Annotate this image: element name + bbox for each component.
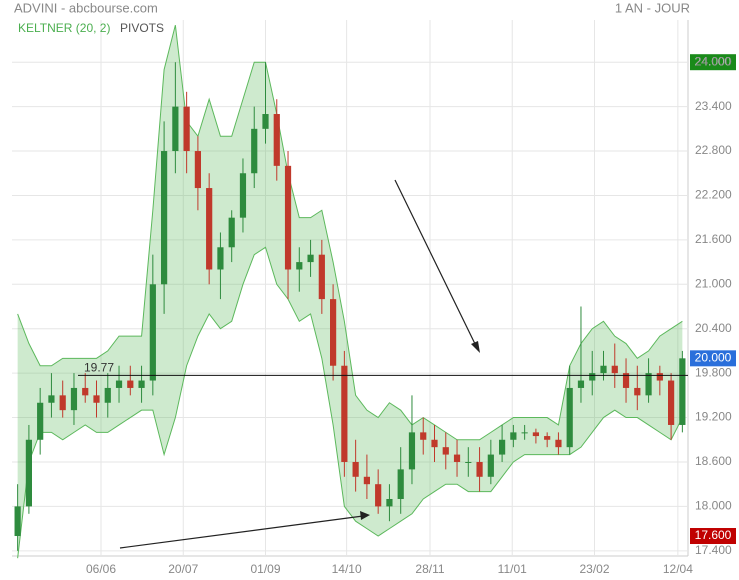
candle-body (431, 439, 438, 448)
candle-body (138, 380, 145, 388)
candle-body (510, 432, 517, 440)
candle-body (228, 217, 235, 248)
candle-body (318, 254, 325, 300)
candle-body (115, 380, 123, 388)
candle-body (262, 114, 269, 129)
candle-body (206, 188, 213, 270)
candle-body (104, 387, 111, 403)
candle-body (25, 439, 32, 507)
candle-body (442, 447, 449, 455)
candle-body (183, 106, 190, 152)
annotation-arrow (394, 179, 479, 351)
candle-body (453, 454, 461, 462)
price-label: 17.600 (695, 528, 732, 542)
annotation-arrow (119, 515, 364, 549)
candle-body (172, 106, 179, 152)
y-tick-label: 20.400 (695, 321, 732, 335)
price-label-box (690, 528, 736, 545)
arrow-head (360, 511, 370, 520)
price-label: 24.000 (695, 54, 732, 68)
y-tick-label: 17.400 (695, 543, 732, 557)
candle-body (397, 469, 404, 499)
candle-body (70, 387, 78, 411)
candle-body (352, 461, 359, 477)
y-tick-label: 18.000 (695, 499, 732, 513)
candle-body (307, 254, 314, 263)
candle-body (93, 395, 100, 403)
candle-body (487, 454, 494, 477)
candle-body (375, 484, 382, 507)
candle-body (217, 247, 224, 270)
candle-body (48, 395, 55, 403)
candle-body (465, 461, 472, 463)
candle-body (611, 365, 618, 374)
x-tick-label: 01/09 (250, 562, 280, 576)
candle-body (14, 506, 21, 537)
y-tick-label: 22.800 (695, 143, 732, 157)
candle-body (194, 151, 201, 189)
candle-body (600, 365, 607, 374)
candle-body (566, 387, 573, 448)
candle-body (645, 373, 652, 396)
candle-body (577, 380, 585, 388)
candle-body (679, 358, 686, 425)
candle-body (284, 165, 292, 270)
x-tick-label: 23/02 (579, 562, 609, 576)
candle-body (161, 151, 168, 285)
y-tick-label: 19.800 (695, 365, 732, 379)
chart-title: ADVINI - abcbourse.com (14, 0, 158, 15)
x-tick-label: 28/11 (415, 562, 444, 576)
y-tick-label: 21.000 (695, 276, 732, 290)
candle-body (149, 284, 156, 381)
candle-body (239, 173, 247, 218)
price-label-box (690, 54, 736, 71)
candle-body (420, 432, 427, 440)
candle-body (532, 432, 539, 437)
candle-body (544, 436, 551, 440)
candle-body (476, 461, 483, 477)
y-tick-label: 22.200 (695, 188, 732, 202)
y-tick-label: 24.000 (695, 54, 732, 68)
price-label-box (690, 350, 736, 367)
candle-body (668, 380, 675, 425)
indicator-label: KELTNER (20, 2) (18, 21, 110, 35)
candle-body (656, 373, 663, 381)
price-label: 20.000 (695, 351, 732, 365)
candle-body (622, 373, 630, 388)
y-tick-label: 23.400 (695, 99, 732, 113)
candle-body (127, 380, 134, 388)
x-tick-label: 14/10 (332, 562, 362, 576)
x-tick-label: 12/04 (663, 562, 693, 576)
candle-body (59, 395, 66, 411)
y-tick-label: 19.200 (695, 410, 732, 424)
candle-body (296, 262, 303, 270)
candle-body (341, 365, 348, 462)
candle-body (251, 128, 258, 174)
candle-body (386, 498, 393, 507)
band-upper (17, 25, 683, 441)
arrow-head (471, 341, 480, 353)
candle-body (408, 432, 416, 470)
candle-body (499, 439, 506, 455)
band-fill (17, 25, 683, 559)
candle-body (37, 402, 44, 440)
candle-body (589, 373, 596, 381)
candle-body (330, 299, 337, 366)
x-tick-label: 11/01 (498, 562, 527, 576)
indicator-label: PIVOTS (120, 21, 164, 35)
y-tick-label: 21.600 (695, 232, 732, 246)
candle-body (521, 432, 528, 434)
band-lower (17, 246, 683, 559)
candle-body (273, 114, 280, 166)
x-tick-label: 20/07 (168, 562, 198, 576)
period: 1 AN - JOUR (615, 0, 690, 15)
candle-body (634, 387, 641, 396)
pivot-label: 19.77 (84, 361, 114, 375)
x-tick-label: 06/06 (86, 562, 116, 576)
candle-body (82, 387, 89, 396)
y-tick-label: 18.600 (695, 454, 732, 468)
candle-body (363, 476, 370, 485)
candle-body (555, 439, 562, 448)
